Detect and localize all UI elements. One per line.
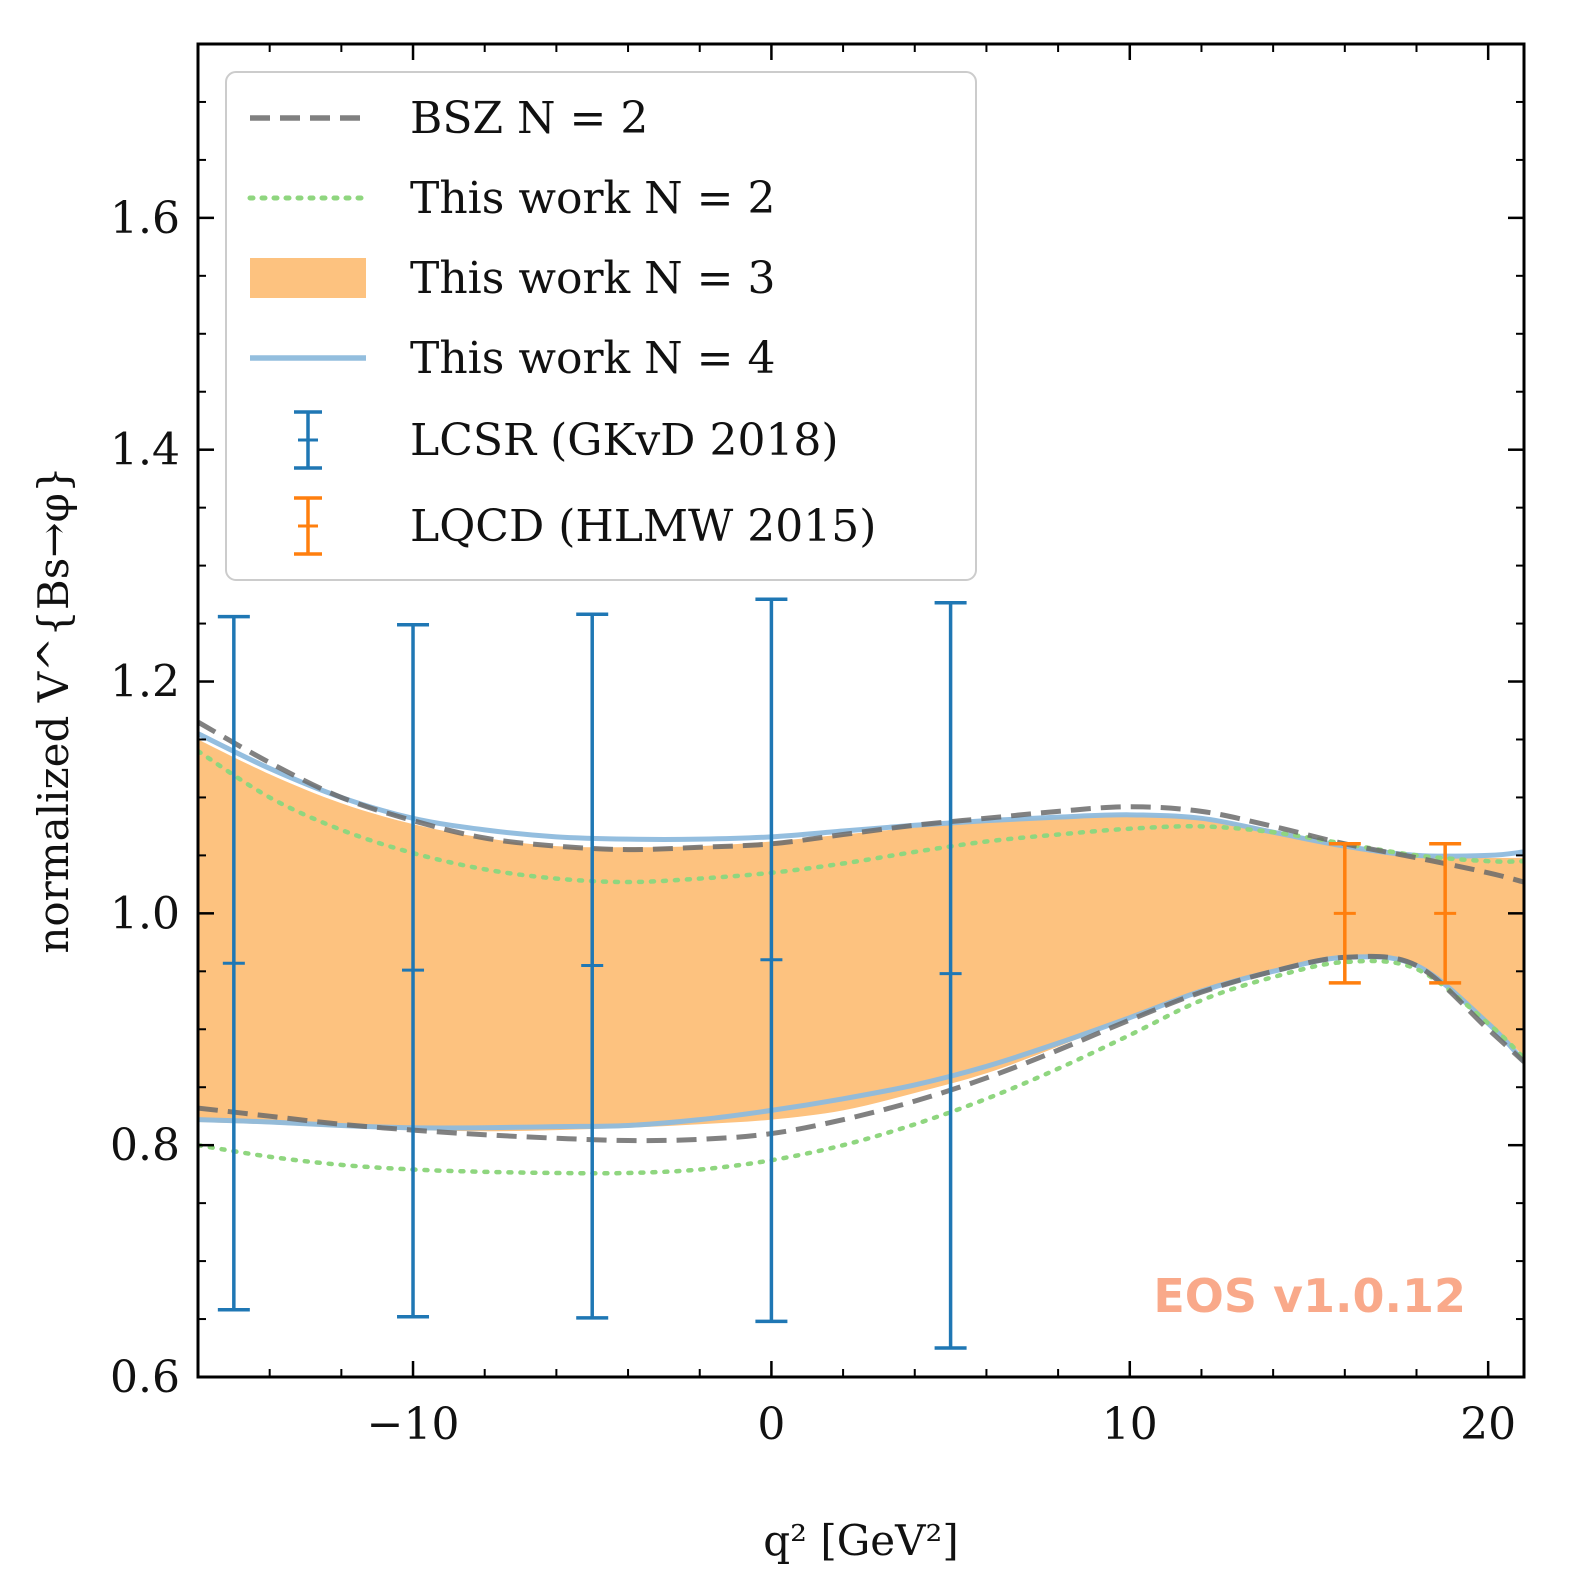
errorbar-lcsr-2 <box>576 612 609 1320</box>
plot-frame <box>196 42 1526 1379</box>
y-tick-label: 1.6 <box>110 193 180 244</box>
y-tick-label: 1.4 <box>110 425 180 476</box>
x-tick-label: 0 <box>757 1399 785 1450</box>
legend-box <box>225 71 977 581</box>
y-tick-label: 0.8 <box>110 1120 180 1171</box>
legend-label: LQCD (HLMW 2015) <box>410 501 876 552</box>
legend-entry: This work N = 2 <box>247 173 776 224</box>
legend: BSZ N = 2 This work N = 2 This work N = 3 T… <box>225 71 977 581</box>
errorbar-lqcd-0 <box>1328 842 1361 985</box>
y-tick-label: 1.0 <box>110 888 180 939</box>
line-dotted-lower <box>198 958 1524 1176</box>
errorbar-lcsr-1 <box>397 622 430 1319</box>
y-tick-label: 1.2 <box>110 657 180 708</box>
x-tick-label: 20 <box>1460 1399 1516 1450</box>
legend-entry: LCSR (GKvD 2018) <box>294 410 839 470</box>
axis-ticks: −10 0 10 20 0.6 0.8 1.0 1.2 1.4 1.6 <box>110 43 1524 1450</box>
legend-entry: This work N = 4 <box>250 333 776 384</box>
y-tick-label: 0.6 <box>110 1352 180 1403</box>
legend-label: This work N = 4 <box>410 333 776 384</box>
plot-area <box>198 739 1524 1132</box>
errorbar-lcsr-4 <box>934 600 967 1350</box>
x-tick-label: 10 <box>1102 1399 1158 1450</box>
legend-label: This work N = 2 <box>410 173 776 224</box>
legend-entry: LQCD (HLMW 2015) <box>294 496 876 556</box>
legend-entry: BSZ N = 2 <box>250 93 648 144</box>
legend-label: BSZ N = 2 <box>410 93 648 144</box>
errorbar-lcsr-0 <box>217 614 250 1312</box>
errorbar-lqcd-1 <box>1429 842 1462 985</box>
x-axis-label: q² [GeV²] <box>763 1516 958 1565</box>
errorbar-lcsr-3 <box>755 597 788 1324</box>
y-axis-label: normalized V^{Bs→φ} <box>29 466 78 953</box>
eos-watermark: EOS v1.0.12 <box>1153 1269 1466 1323</box>
legend-swatch-band <box>250 258 366 298</box>
line-dashed-lower <box>198 953 1524 1144</box>
line-dashed-upper <box>198 719 1524 885</box>
legend-label: LCSR (GKvD 2018) <box>410 415 839 466</box>
band-this-work-n3 <box>198 739 1524 1132</box>
legend-entry: This work N = 3 <box>250 253 776 304</box>
legend-label: This work N = 3 <box>410 253 776 304</box>
x-tick-label: −10 <box>367 1399 460 1450</box>
